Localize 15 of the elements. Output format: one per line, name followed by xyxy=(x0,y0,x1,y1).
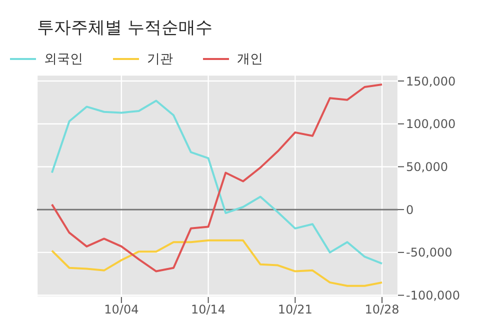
y-tick-label: -100,000 xyxy=(406,288,460,303)
y-tick-label: -50,000 xyxy=(406,246,452,260)
y-tick-label: 150,000 xyxy=(406,74,456,88)
x-tick-label: 10/28 xyxy=(364,302,400,317)
legend-label: 기관 xyxy=(147,51,173,68)
x-tick-label: 10/14 xyxy=(190,302,226,317)
line-series xyxy=(50,239,384,287)
chart-title: 투자주체별 누적순매수 xyxy=(37,17,212,39)
y-tick-label: 50,000 xyxy=(406,160,448,174)
y-tick-label: 100,000 xyxy=(406,117,456,132)
legend-label: 개인 xyxy=(237,51,263,68)
y-tick-label: 0 xyxy=(406,202,414,217)
legend-label: 외국인 xyxy=(44,51,83,68)
x-tick-label: 10/04 xyxy=(104,302,139,317)
x-tick-label: 10/21 xyxy=(278,302,312,317)
